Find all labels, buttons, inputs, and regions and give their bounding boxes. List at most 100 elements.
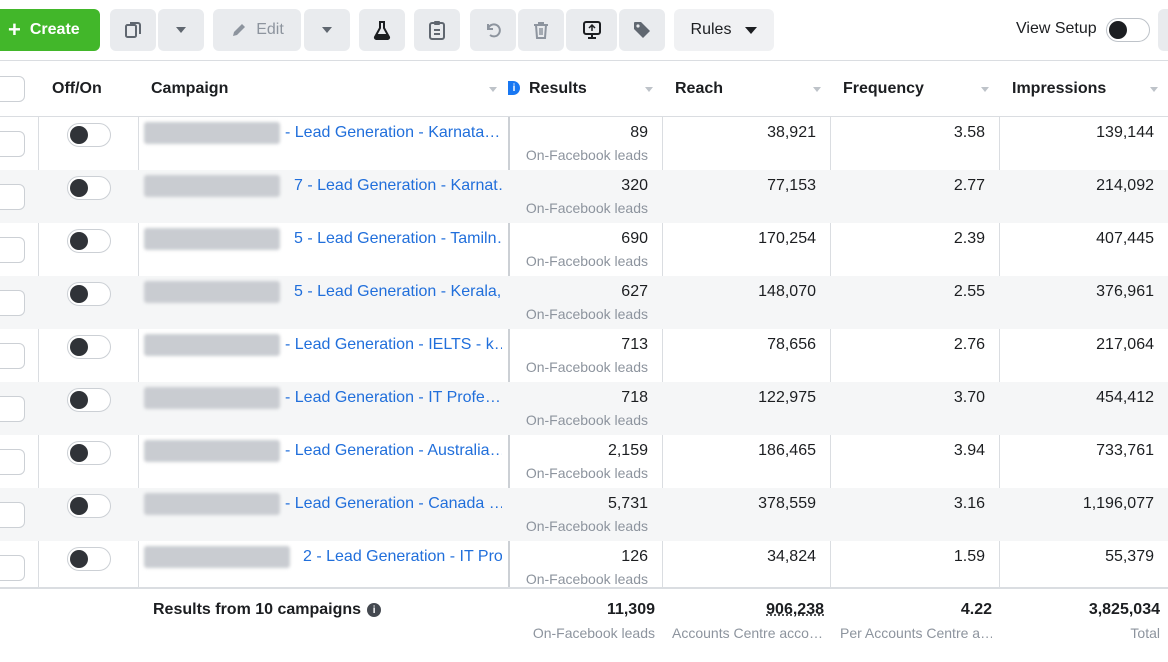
campaign-toggle[interactable] — [67, 176, 111, 200]
view-setup-toggle[interactable] — [1106, 18, 1150, 42]
redacted-campaign-prefix — [144, 440, 280, 462]
clipboard-icon — [428, 20, 446, 40]
delete-button[interactable] — [518, 9, 564, 51]
campaign-name-link[interactable]: 2 - Lead Generation - IT Pro… — [303, 548, 502, 565]
campaign-name-link[interactable]: 5 - Lead Generation - Kerala, … — [294, 283, 502, 300]
select-all-checkbox[interactable] — [0, 76, 25, 102]
summary-frequency: 4.22 — [960, 601, 992, 618]
results-value: 2,159 — [607, 442, 648, 459]
column-header-frequency[interactable]: Frequency — [843, 61, 995, 116]
campaign-toggle[interactable] — [67, 335, 111, 359]
column-header-campaign[interactable]: Campaign — [151, 61, 501, 116]
campaign-toggle[interactable] — [67, 494, 111, 518]
campaign-name-link[interactable]: - Lead Generation - Australia… — [285, 442, 502, 459]
edit-button[interactable]: Edit — [213, 9, 301, 51]
sort-icon[interactable] — [813, 87, 821, 92]
column-header-label: Off/On — [52, 79, 102, 97]
toolbar-overflow-button[interactable] — [1158, 9, 1168, 51]
column-header-reach[interactable]: Reach — [675, 61, 827, 116]
column-header-label: Results — [529, 79, 587, 97]
sort-icon[interactable] — [1150, 87, 1158, 92]
frequency-value: 1.59 — [953, 548, 985, 565]
campaign-toggle[interactable] — [67, 547, 111, 571]
frequency-value: 2.77 — [953, 177, 985, 194]
view-setup-label: View Setup — [1016, 20, 1097, 37]
duplicate-dropdown-button[interactable] — [158, 9, 204, 51]
summary-frequency-sub: Per Accounts Centre a… — [840, 625, 992, 641]
table-row[interactable]: - Lead Generation - Australia… 2,159 On-Fa… — [0, 435, 1168, 488]
info-icon[interactable]: i — [508, 81, 520, 95]
redacted-campaign-prefix — [144, 281, 280, 303]
row-checkbox[interactable] — [0, 290, 25, 316]
sort-icon[interactable] — [645, 87, 653, 92]
row-checkbox[interactable] — [0, 502, 25, 528]
pencil-icon — [230, 21, 248, 39]
table-row[interactable]: 2 - Lead Generation - IT Pro… 126 On-Faceb… — [0, 541, 1168, 594]
campaign-name-link[interactable]: 7 - Lead Generation - Karnat… — [294, 177, 502, 194]
row-checkbox[interactable] — [0, 237, 25, 263]
table-row[interactable]: 5 - Lead Generation - Kerala, … 627 On-Fac… — [0, 276, 1168, 329]
campaign-toggle[interactable] — [67, 388, 111, 412]
reach-value: 170,254 — [758, 230, 816, 247]
column-header-impressions[interactable]: Impressions — [1012, 61, 1164, 116]
duplicate-button[interactable] — [110, 9, 156, 51]
campaign-name-link[interactable]: 5 - Lead Generation - Tamiln… — [294, 230, 502, 247]
column-divider — [662, 61, 663, 662]
column-header-label: Frequency — [843, 79, 924, 97]
impressions-value: 217,064 — [1096, 336, 1154, 353]
campaign-name-link[interactable]: - Lead Generation - IT Profe… — [285, 389, 501, 406]
sort-icon[interactable] — [981, 87, 989, 92]
campaign-toggle[interactable] — [67, 441, 111, 465]
table-row[interactable]: - Lead Generation - Canada … 5,731 On-Face… — [0, 488, 1168, 541]
row-checkbox[interactable] — [0, 131, 25, 157]
campaign-name-link[interactable]: - Lead Generation - Karnata… — [285, 124, 501, 141]
row-checkbox[interactable] — [0, 184, 25, 210]
tag-button[interactable] — [619, 9, 665, 51]
undo-button[interactable] — [470, 9, 516, 51]
row-checkbox[interactable] — [0, 396, 25, 422]
impressions-value: 1,196,077 — [1082, 495, 1154, 512]
create-button[interactable]: + Create — [0, 9, 100, 51]
results-value: 690 — [621, 230, 648, 247]
automated-rules-button[interactable] — [566, 9, 617, 51]
rules-dropdown-button[interactable]: Rules — [674, 9, 774, 51]
info-icon[interactable]: i — [367, 603, 382, 617]
row-checkbox[interactable] — [0, 343, 25, 369]
column-header-offon[interactable]: Off/On — [52, 61, 132, 116]
edit-dropdown-button[interactable] — [304, 9, 350, 51]
results-value: 718 — [621, 389, 648, 406]
campaign-toggle[interactable] — [67, 229, 111, 253]
table-row[interactable]: - Lead Generation - Karnata… 89 On-Faceboo… — [0, 117, 1168, 170]
ab-test-button[interactable] — [359, 9, 405, 51]
column-header-results[interactable]: Results — [529, 61, 659, 116]
impressions-value: 376,961 — [1096, 283, 1154, 300]
toggle-knob — [70, 391, 88, 409]
results-value: 5,731 — [607, 495, 648, 512]
toggle-knob — [70, 285, 88, 303]
summary-reach[interactable]: 906,238 — [766, 601, 824, 618]
reach-value: 77,153 — [767, 177, 816, 194]
campaign-toggle[interactable] — [67, 123, 111, 147]
summary-title-label: Results from 10 campaigns — [153, 601, 362, 618]
row-checkbox[interactable] — [0, 449, 25, 475]
frozen-column-divider[interactable] — [508, 61, 510, 662]
table-row[interactable]: - Lead Generation - IELTS - k… 713 On-Face… — [0, 329, 1168, 382]
campaign-name-link[interactable]: - Lead Generation - IELTS - k… — [285, 336, 502, 353]
frequency-value: 3.16 — [953, 495, 985, 512]
duplicate-icon — [123, 20, 143, 40]
table-row[interactable]: 5 - Lead Generation - Tamiln… 690 On-Faceb… — [0, 223, 1168, 276]
column-header-label: Reach — [675, 79, 724, 97]
campaign-name-link[interactable]: - Lead Generation - Canada … — [285, 495, 502, 512]
table-row[interactable]: 7 - Lead Generation - Karnat… 320 On-Faceb… — [0, 170, 1168, 223]
sort-icon[interactable] — [489, 87, 497, 92]
flask-icon — [373, 20, 391, 40]
campaign-toggle[interactable] — [67, 282, 111, 306]
results-sub-label: On-Facebook leads — [525, 200, 648, 216]
create-label: Create — [29, 21, 80, 38]
reach-value: 34,824 — [767, 548, 816, 565]
redacted-campaign-prefix — [144, 546, 290, 568]
clipboard-button[interactable] — [414, 9, 460, 51]
row-checkbox[interactable] — [0, 555, 25, 581]
table-row[interactable]: - Lead Generation - IT Profe… 718 On-Faceb… — [0, 382, 1168, 435]
